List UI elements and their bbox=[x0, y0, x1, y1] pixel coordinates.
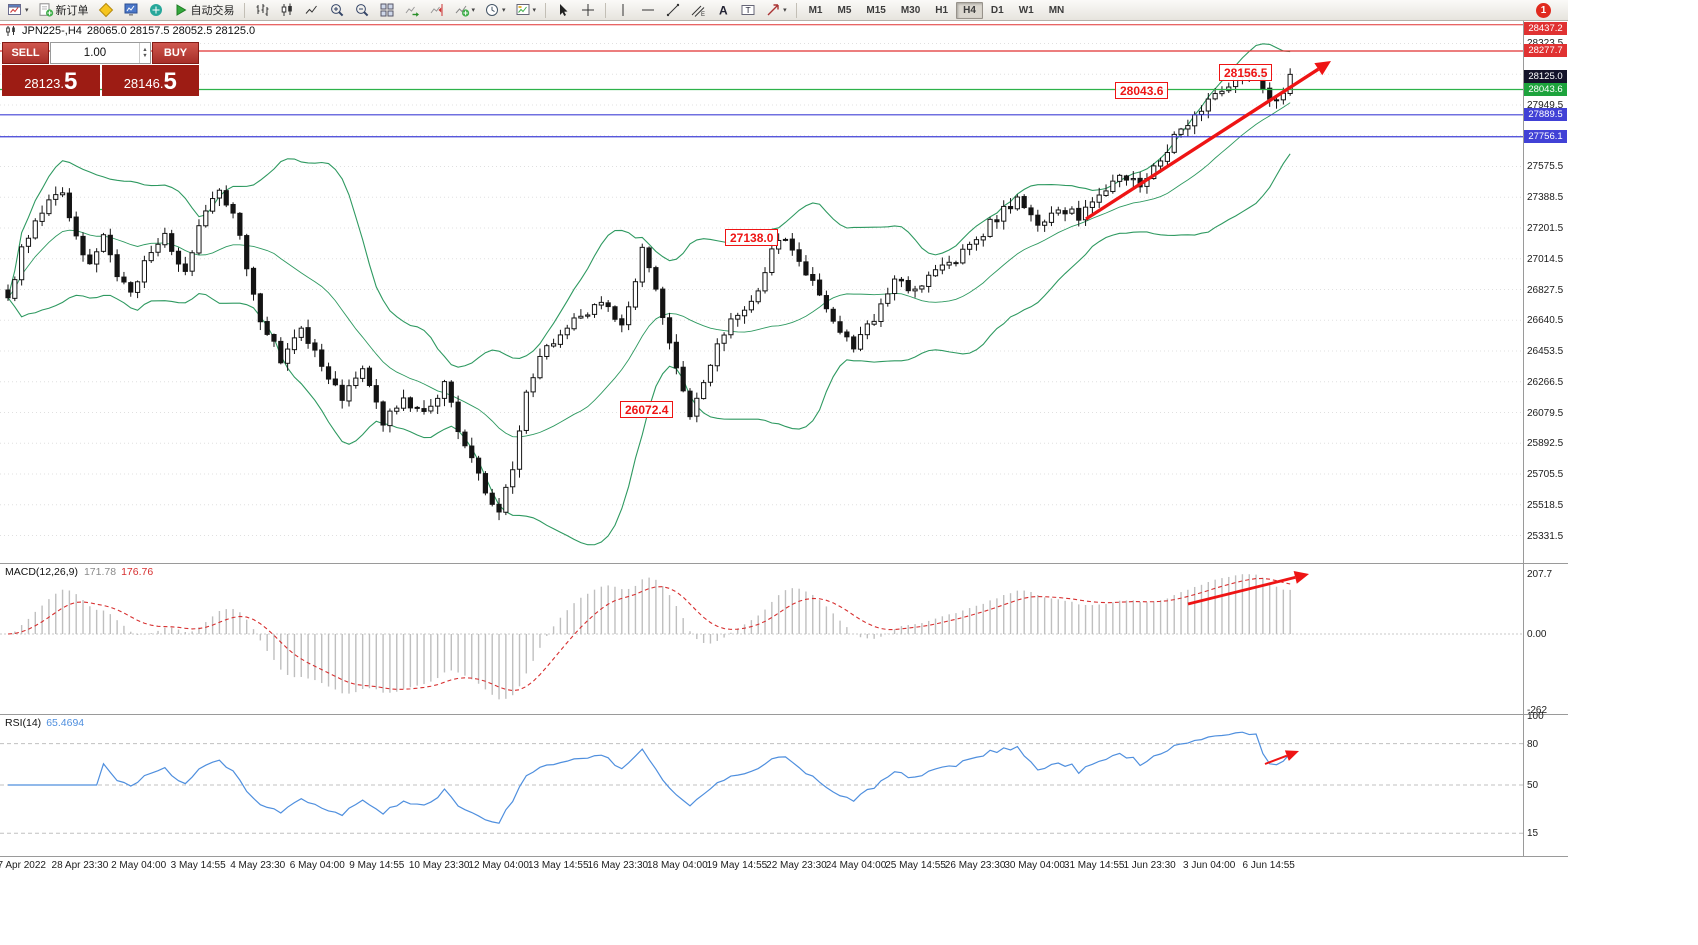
new-order-icon bbox=[39, 3, 53, 17]
new-order-label: 新订单 bbox=[55, 5, 89, 17]
sell-price-display[interactable]: 28123. 5 bbox=[2, 65, 100, 96]
sell-price-big: 5 bbox=[63, 68, 78, 95]
tile-windows-button[interactable] bbox=[375, 1, 399, 20]
svg-text:T: T bbox=[746, 5, 751, 15]
timeframe-h4[interactable]: H4 bbox=[956, 1, 983, 19]
volume-field[interactable]: 1.00 ▲ ▼ bbox=[50, 42, 151, 64]
bar-chart-button[interactable] bbox=[250, 1, 274, 20]
autotrading-button[interactable]: 自动交易 bbox=[169, 1, 239, 20]
buy-price-big: 5 bbox=[163, 68, 177, 95]
buy-price-main: 28146. bbox=[123, 76, 164, 91]
one-click-trading-panel: SELL 1.00 ▲ ▼ BUY 28123. 5 28146. 5 bbox=[2, 42, 199, 96]
mt4-window: 28323.5 27949.5 27575.5 27388.5 27201.5 27014… bbox=[0, 0, 1568, 878]
chart-ohlc: 28065.0 28157.5 28052.5 28125.0 bbox=[86, 25, 256, 37]
chart-shift-button[interactable] bbox=[425, 1, 449, 20]
autoscroll-button[interactable] bbox=[400, 1, 424, 20]
toolbar-separator bbox=[243, 2, 245, 18]
timeframe-mn[interactable]: MN bbox=[1048, 4, 1065, 16]
rsi-name: RSI(14) bbox=[5, 717, 42, 729]
timeframe-toolbar: M1 M5 M15 M30 H1 H4 D1 W1 MN bbox=[802, 1, 1072, 19]
metaeditor-button[interactable] bbox=[94, 1, 118, 20]
buy-price-display[interactable]: 28146. 5 bbox=[101, 65, 199, 96]
svg-text:A: A bbox=[719, 4, 728, 18]
price-annotation-box[interactable]: 27138.0 bbox=[725, 229, 779, 246]
new-order-button[interactable]: 新订单 bbox=[34, 1, 93, 20]
chart-canvas[interactable] bbox=[0, 0, 1568, 878]
timeframe-d1[interactable]: D1 bbox=[990, 4, 1004, 16]
autotrading-play-icon bbox=[176, 4, 187, 16]
timeframe-m5[interactable]: M5 bbox=[837, 4, 852, 16]
timeframe-m1[interactable]: M1 bbox=[808, 4, 823, 16]
spinner-up-icon[interactable]: ▲ bbox=[142, 47, 148, 53]
timeframe-w1[interactable]: W1 bbox=[1018, 4, 1034, 16]
volume-spinner[interactable]: ▲ ▼ bbox=[139, 43, 150, 63]
toolbar-separator bbox=[795, 2, 797, 18]
sell-button[interactable]: SELL bbox=[2, 42, 49, 64]
sell-price-main: 28123. bbox=[24, 76, 64, 91]
market-watch-button[interactable] bbox=[119, 1, 143, 20]
candlestick-chart-button[interactable] bbox=[275, 1, 299, 20]
timeframe-m15[interactable]: M15 bbox=[866, 4, 886, 16]
chart-title: JPN225-,H4 28065.0 28157.5 28052.5 28125… bbox=[5, 25, 255, 37]
macd-value-main: 171.78 bbox=[83, 566, 117, 578]
svg-text:E: E bbox=[701, 12, 705, 18]
templates-button[interactable]: ▾ bbox=[511, 1, 541, 20]
timeframe-m30[interactable]: M30 bbox=[900, 4, 921, 16]
line-chart-button[interactable] bbox=[300, 1, 324, 20]
dropdown-arrow-icon: ▾ bbox=[783, 6, 787, 14]
volume-value: 1.00 bbox=[83, 47, 107, 59]
buy-button[interactable]: BUY bbox=[152, 42, 199, 64]
notification-badge[interactable]: 1 bbox=[1536, 2, 1551, 18]
rsi-value: 65.4694 bbox=[46, 717, 85, 729]
toolbar-separator bbox=[545, 2, 547, 18]
dropdown-arrow-icon: ▾ bbox=[471, 6, 476, 14]
price-annotation-box[interactable]: 26072.4 bbox=[620, 401, 674, 418]
equidistant-channel-button[interactable]: E bbox=[686, 1, 710, 20]
autotrading-label: 自动交易 bbox=[190, 5, 235, 17]
arrows-button[interactable]: ▾ bbox=[761, 1, 791, 20]
cursor-button[interactable] bbox=[551, 1, 575, 20]
text-label-button[interactable]: T bbox=[736, 1, 760, 20]
price-annotation-box[interactable]: 28156.5 bbox=[1219, 64, 1273, 81]
text-button[interactable]: A bbox=[711, 1, 735, 20]
toolbar: ▾ 新订单 自动交易 bbox=[0, 0, 1568, 21]
dropdown-arrow-icon: ▾ bbox=[25, 6, 29, 14]
trendline-button[interactable] bbox=[661, 1, 685, 20]
horizontal-line-button[interactable] bbox=[636, 1, 660, 20]
chart-symbol-period: JPN225-,H4 bbox=[22, 25, 82, 37]
periods-button[interactable]: ▾ bbox=[480, 1, 510, 20]
crosshair-button[interactable] bbox=[576, 1, 600, 20]
zoom-out-button[interactable] bbox=[350, 1, 374, 20]
macd-value-signal: 176.76 bbox=[121, 566, 154, 578]
toolbar-separator bbox=[605, 2, 607, 18]
vertical-line-button[interactable] bbox=[611, 1, 635, 20]
navigator-button[interactable] bbox=[144, 1, 168, 20]
spinner-down-icon[interactable]: ▼ bbox=[142, 53, 148, 59]
indicators-button[interactable]: ▾ bbox=[450, 1, 480, 20]
macd-name: MACD(12,26,9) bbox=[5, 566, 78, 578]
rsi-label: RSI(14) 65.4694 bbox=[5, 717, 84, 729]
dropdown-arrow-icon: ▾ bbox=[502, 6, 506, 14]
price-annotation-box[interactable]: 28043.6 bbox=[1115, 82, 1169, 99]
timeframe-h1[interactable]: H1 bbox=[935, 4, 949, 16]
dropdown-arrow-icon: ▾ bbox=[532, 6, 537, 14]
new-chart-button[interactable]: ▾ bbox=[3, 1, 33, 20]
zoom-in-button[interactable] bbox=[325, 1, 349, 20]
chart-icon bbox=[6, 26, 15, 36]
macd-label: MACD(12,26,9) 171.78 176.76 bbox=[5, 566, 153, 578]
